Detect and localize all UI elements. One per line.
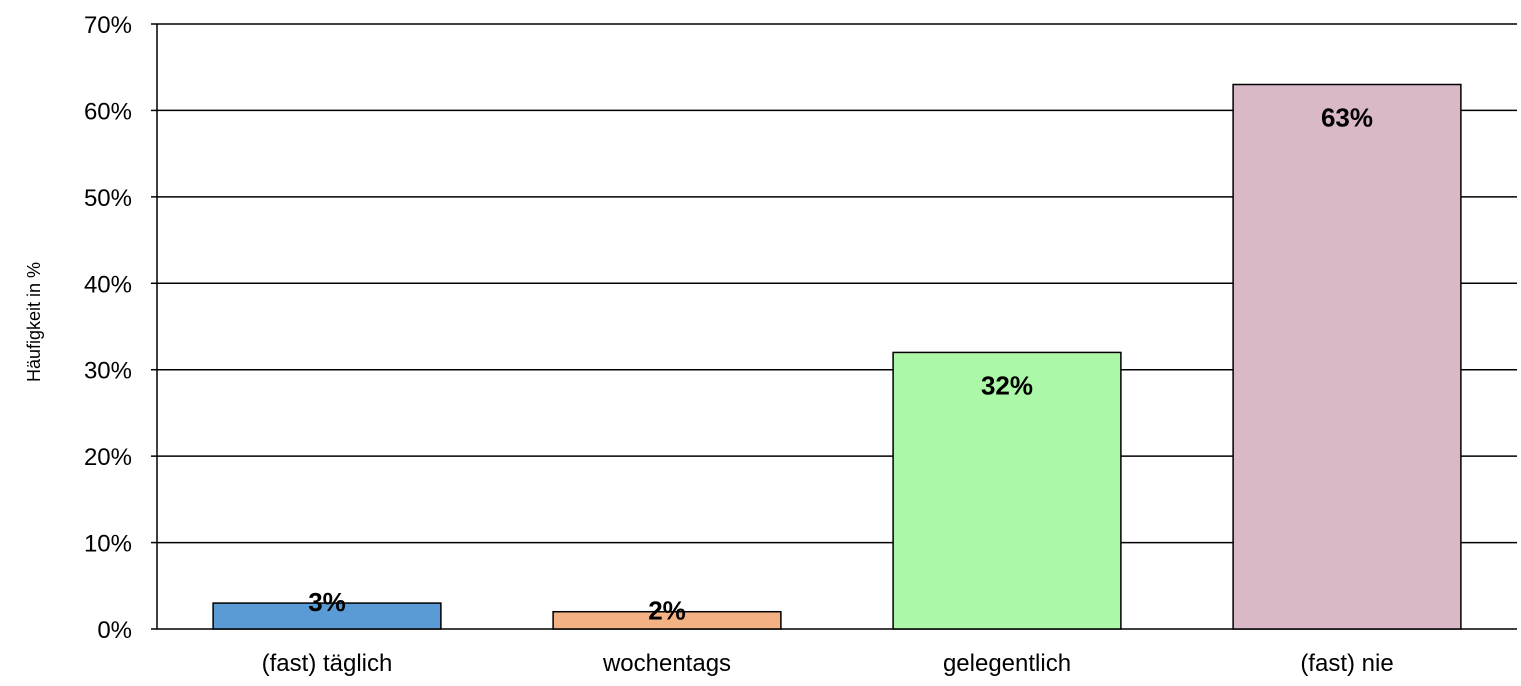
bar — [212, 602, 442, 630]
data-label: 63% — [1321, 103, 1373, 133]
x-category-label: (fast) nie — [1300, 650, 1393, 677]
bar — [1232, 83, 1462, 630]
y-tick-label: 30% — [84, 358, 132, 385]
data-label: 2% — [648, 596, 686, 626]
y-axis-ticks: 0% 10% 20% 30% 40% 50% 60% 70% — [84, 12, 132, 644]
data-labels: 3% 2% 32% 63% — [308, 103, 1373, 626]
y-tick-label: 40% — [84, 271, 132, 298]
bar — [892, 351, 1122, 630]
y-tick-label: 10% — [84, 531, 132, 558]
x-axis-categories: (fast) täglich wochentags gelegentlich (fas… — [262, 650, 1394, 677]
y-tick-label: 60% — [84, 98, 132, 125]
x-category-label: gelegentlich — [943, 650, 1071, 677]
bars — [212, 83, 1462, 630]
y-axis-title: Häufigkeit in % — [24, 262, 44, 382]
data-label: 3% — [308, 587, 346, 617]
x-category-label: wochentags — [602, 650, 731, 677]
y-tick-label: 0% — [97, 617, 132, 644]
y-tick-label: 50% — [84, 185, 132, 212]
x-category-label: (fast) täglich — [262, 650, 393, 677]
data-label: 32% — [981, 370, 1033, 400]
bar — [552, 610, 782, 630]
y-tick-label: 70% — [84, 12, 132, 39]
y-tick-label: 20% — [84, 444, 132, 471]
